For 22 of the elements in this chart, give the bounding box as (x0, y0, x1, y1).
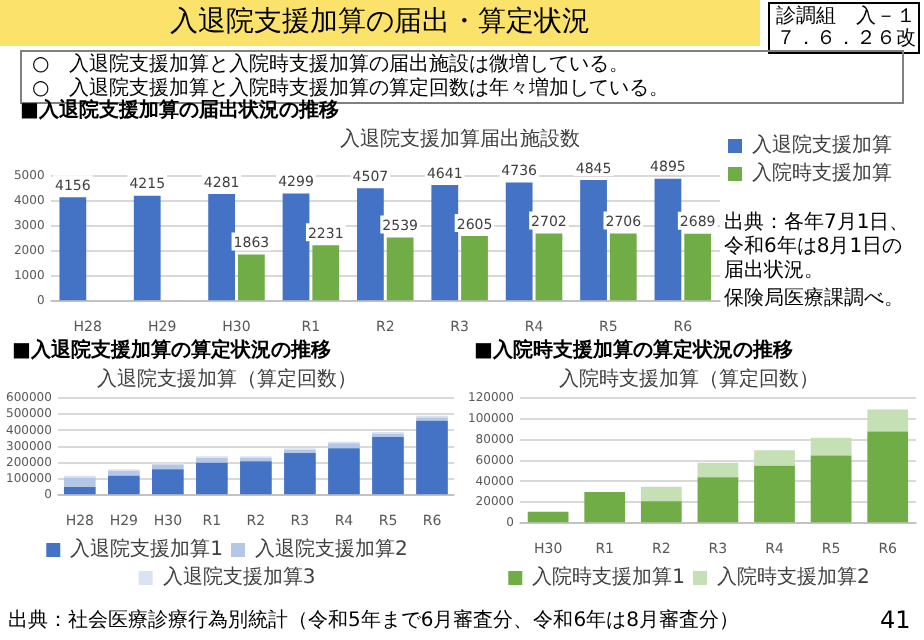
legend-label: 入退院支援加算2 (255, 537, 408, 562)
legend-label: 入退院支援加算3 (162, 565, 316, 590)
chart-subtitle: ■入院時支援加算の算定状況の推移 (472, 340, 795, 364)
text: 診調組 入－１ (776, 6, 916, 28)
chart-subtitle: ■入退院支援加算の算定状況の推移 (10, 340, 333, 364)
legend-label: 入院時支援加算 (752, 161, 892, 186)
text: 41 (880, 606, 911, 634)
source-note: 出典：各年7月1日、令和6年は8月1日の届出状況。 (724, 212, 912, 284)
legend-label: 入退院支援加算 (752, 133, 892, 158)
legend-label: 入退院支援加算1 (70, 537, 224, 562)
text: ○ 入退院支援加算と入院時支援加算の算定回数は年々増加している。 (32, 78, 670, 100)
text: 入退院支援加算の届出・算定状況 (0, 0, 760, 46)
source-note: 出典：社会医療診療行為別統計（令和5年まで6月審査分、令和6年は8月審査分） (8, 610, 739, 634)
chart-title: 入院時支援加算（算定回数） (559, 367, 819, 392)
legend-label: 入院時支援加算1 (532, 565, 686, 590)
chart-title: 入退院支援加算（算定回数） (97, 367, 357, 392)
chart-subtitle: ■入退院支援加算の届出状況の推移 (18, 100, 341, 124)
legend-label: 入院時支援加算2 (717, 565, 870, 590)
text: 保険局医療課調べ。 (724, 288, 906, 312)
text: ○ 入退院支援加算と入院時支援加算の届出施設は微増している。 (32, 54, 630, 77)
text: ７．６．２６改 (776, 28, 916, 52)
chart-title: 入退院支援加算届出施設数 (340, 127, 580, 152)
